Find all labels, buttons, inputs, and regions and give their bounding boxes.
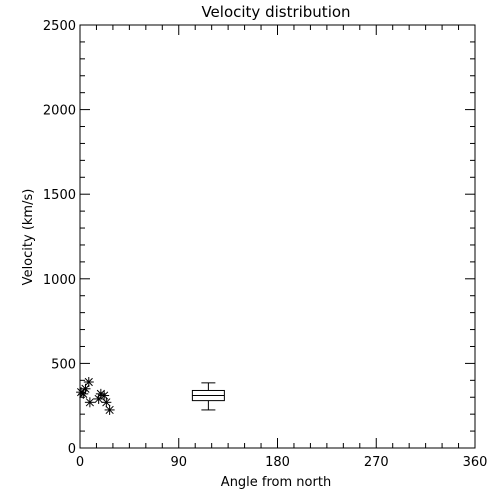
x-tick-label: 270	[364, 455, 389, 470]
data-point	[104, 404, 115, 415]
data-point	[84, 397, 95, 408]
plot-frame	[79, 24, 476, 449]
chart-title: Velocity distribution	[201, 3, 350, 21]
scatter-points	[76, 377, 115, 415]
y-tick-label: 500	[51, 357, 76, 372]
y-tick-label: 2000	[43, 104, 76, 119]
data-point	[93, 393, 104, 404]
y-tick-label: 0	[68, 442, 76, 457]
x-tick-label: 90	[170, 455, 187, 470]
x-axis-label: Angle from north	[221, 475, 331, 490]
x-tick-label: 0	[76, 455, 84, 470]
data-point	[83, 377, 94, 388]
box-plot	[191, 382, 225, 411]
y-axis-label: Velocity (km/s)	[21, 189, 36, 286]
y-tick-label: 2500	[43, 19, 76, 34]
x-tick-label: 180	[265, 455, 290, 470]
y-tick-label: 1500	[43, 188, 76, 203]
data-point	[99, 390, 110, 401]
x-tick-label: 360	[463, 455, 488, 470]
axis-tick-labels: 0 90 180 270 360 0 500 1000 1500 2000 2500	[43, 19, 488, 470]
axis-ticks	[79, 24, 476, 449]
y-tick-label: 1000	[43, 273, 76, 288]
data-point	[101, 397, 112, 408]
